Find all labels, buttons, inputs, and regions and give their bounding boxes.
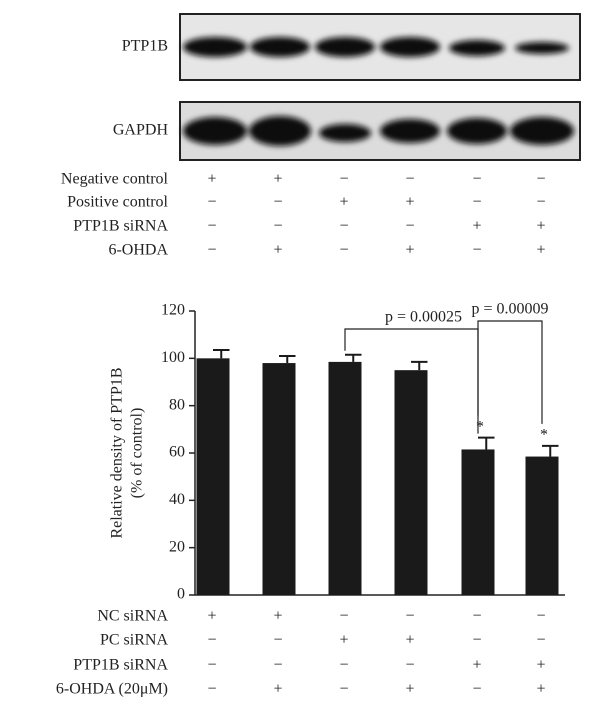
condition-sign: − [273, 632, 282, 649]
condition-sign: + [472, 218, 481, 235]
condition-sign: − [405, 171, 414, 188]
condition-sign: + [405, 242, 414, 259]
condition-label: NC siRNA [97, 608, 168, 625]
condition-sign: + [536, 681, 545, 698]
condition-sign: − [405, 218, 414, 235]
condition-sign: − [207, 681, 216, 698]
condition-sign: − [339, 242, 348, 259]
condition-sign: − [339, 681, 348, 698]
condition-sign: + [405, 681, 414, 698]
condition-sign: − [472, 171, 481, 188]
significance-mark: * [540, 427, 548, 444]
condition-sign: − [339, 218, 348, 235]
condition-sign: − [405, 608, 414, 625]
condition-sign: + [536, 657, 545, 674]
bar [394, 370, 428, 595]
condition-label: Negative control [61, 171, 169, 188]
y-tick-label: 60 [169, 444, 185, 461]
condition-sign: − [472, 608, 481, 625]
condition-sign: − [472, 242, 481, 259]
condition-sign: + [273, 681, 282, 698]
bar [196, 358, 230, 595]
condition-label: 6-OHDA (20μM) [56, 681, 168, 698]
y-tick-label: 120 [161, 302, 185, 319]
condition-sign: − [273, 657, 282, 674]
significance-bracket [477, 320, 543, 434]
condition-sign: + [273, 171, 282, 188]
blot-label: PTP1B [122, 38, 168, 55]
condition-sign: − [472, 681, 481, 698]
condition-sign: − [207, 242, 216, 259]
condition-sign: + [536, 242, 545, 259]
condition-sign: + [405, 632, 414, 649]
p-value: p = 0.00009 [471, 301, 548, 318]
condition-sign: − [273, 218, 282, 235]
condition-sign: − [207, 218, 216, 235]
bar [461, 449, 495, 595]
condition-sign: − [207, 632, 216, 649]
y-axis-label: (% of control) [129, 408, 146, 499]
condition-sign: + [273, 608, 282, 625]
condition-sign: − [536, 608, 545, 625]
y-tick-label: 100 [161, 349, 185, 366]
condition-sign: − [207, 657, 216, 674]
condition-label: PC siRNA [100, 632, 168, 649]
condition-sign: − [405, 657, 414, 674]
y-tick-label: 0 [177, 586, 185, 603]
y-tick-label: 20 [169, 538, 185, 555]
blot-bands [183, 37, 574, 146]
y-tick-label: 80 [169, 396, 185, 413]
condition-label: 6-OHDA [108, 242, 168, 259]
condition-sign: + [339, 194, 348, 211]
significance-mark: * [476, 418, 484, 435]
condition-sign: − [339, 657, 348, 674]
condition-sign: − [536, 171, 545, 188]
condition-label: PTP1B siRNA [73, 657, 168, 674]
condition-sign: + [207, 171, 216, 188]
condition-sign: + [472, 657, 481, 674]
condition-label: Positive control [67, 194, 168, 211]
condition-sign: + [273, 242, 282, 259]
condition-sign: − [339, 171, 348, 188]
condition-sign: − [339, 608, 348, 625]
condition-sign: − [472, 632, 481, 649]
p-value: p = 0.00025 [385, 309, 462, 326]
bar [328, 361, 362, 595]
condition-sign: + [207, 608, 216, 625]
condition-sign: − [536, 194, 545, 211]
bar [262, 363, 296, 595]
y-tick-label: 40 [169, 491, 185, 508]
y-axis-label: Relative density of PTP1B [109, 367, 126, 538]
condition-sign: + [405, 194, 414, 211]
bar [525, 456, 559, 595]
condition-sign: − [472, 194, 481, 211]
condition-sign: − [207, 194, 216, 211]
condition-sign: − [536, 632, 545, 649]
condition-label: PTP1B siRNA [73, 218, 168, 235]
condition-sign: − [273, 194, 282, 211]
condition-sign: + [536, 218, 545, 235]
condition-sign: + [339, 632, 348, 649]
blot-label: GAPDH [113, 122, 169, 139]
